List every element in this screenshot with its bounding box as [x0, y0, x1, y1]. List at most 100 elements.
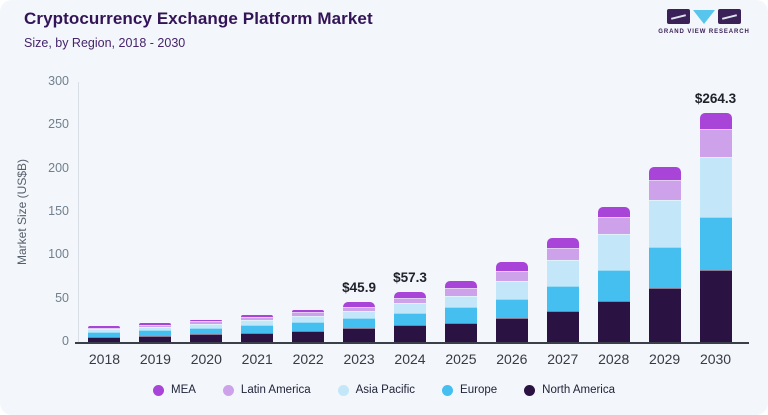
- bar-column-2022: 2022: [283, 82, 334, 367]
- value-label: $57.3: [393, 270, 427, 286]
- bar-segment-latin_america: [343, 306, 376, 311]
- y-tick-label: 50: [55, 290, 69, 305]
- legend-item-asia_pacific: Asia Pacific: [337, 384, 415, 396]
- y-tick-label: 150: [48, 204, 69, 218]
- legend-label: Europe: [460, 384, 498, 396]
- bar-segment-north_america: [393, 325, 426, 342]
- logo-g-block: [667, 9, 690, 24]
- bar-segment-asia_pacific: [139, 326, 172, 330]
- bar-segment-north_america: [190, 334, 223, 342]
- bar-segment-latin_america: [648, 179, 681, 200]
- x-tick-label: 2029: [649, 351, 681, 367]
- bar-segment-europe: [699, 217, 732, 270]
- bar-segment-mea: [699, 112, 732, 130]
- stacked-bar: [343, 302, 376, 342]
- bar-segment-europe: [343, 318, 376, 329]
- legend-label: MEA: [171, 384, 196, 396]
- legend-item-mea: MEA: [153, 384, 196, 396]
- bar-segment-asia_pacific: [190, 323, 223, 328]
- bar-segment-latin_america: [88, 327, 121, 330]
- bar-segment-europe: [292, 322, 325, 331]
- bar-segment-mea: [190, 319, 223, 322]
- bar-segment-north_america: [546, 310, 579, 342]
- value-label: $264.3: [694, 90, 737, 106]
- chart-legend: MEA Latin America Asia Pacific Europe North …: [0, 384, 768, 396]
- bar-column-2028: 2028: [588, 82, 639, 367]
- x-tick-label: 2028: [598, 351, 630, 367]
- bar-segment-latin_america: [139, 324, 172, 327]
- logo-wordmark: GRAND VIEW RESEARCH: [658, 29, 750, 35]
- bar-column-2025: 2025: [435, 82, 486, 367]
- bar-segment-asia_pacific: [495, 280, 528, 300]
- bar-segment-latin_america: [444, 288, 477, 296]
- stacked-bar: [546, 238, 579, 342]
- bar-column-2026: 2026: [486, 82, 537, 367]
- x-tick-label: 2024: [394, 351, 426, 367]
- legend-dot-icon: [222, 384, 234, 396]
- bar-segment-latin_america: [699, 129, 732, 158]
- bar-segment-north_america: [88, 336, 121, 342]
- bar-segment-europe: [88, 331, 121, 337]
- bar-column-2023: $45.9 2023: [334, 82, 385, 367]
- gvr-logo-icon: [656, 9, 752, 26]
- bar-segment-mea: [495, 261, 528, 271]
- bar-column-2021: 2021: [232, 82, 283, 367]
- x-tick-label: 2023: [343, 351, 375, 367]
- bar-segment-north_america: [597, 300, 630, 342]
- bar-segment-latin_america: [241, 317, 274, 320]
- bar-area: 2018 2019 2020 2021 2022 $45.9 2023 $57.3 2024 20…: [79, 82, 741, 367]
- bar-segment-north_america: [648, 288, 681, 342]
- stacked-bar: [139, 323, 172, 342]
- bar-segment-mea: [597, 206, 630, 218]
- bar-column-2024: $57.3 2024: [385, 82, 436, 367]
- bar-segment-asia_pacific: [393, 303, 426, 313]
- stacked-bar: [648, 166, 681, 342]
- bar-segment-asia_pacific: [88, 329, 121, 332]
- page-title: Cryptocurrency Exchange Platform Market: [24, 9, 373, 28]
- bar-segment-north_america: [699, 269, 732, 342]
- x-tick-label: 2026: [496, 351, 528, 367]
- stacked-bar: [292, 309, 325, 342]
- stacked-bar: [444, 280, 477, 342]
- bar-segment-latin_america: [597, 217, 630, 234]
- bar-segment-mea: [139, 323, 172, 325]
- stacked-bar: [495, 261, 528, 342]
- x-tick-label: 2030: [699, 351, 732, 367]
- stacked-bar: [88, 326, 121, 342]
- bar-segment-europe: [139, 329, 172, 336]
- stacked-bar: [393, 292, 426, 342]
- bar-segment-north_america: [343, 328, 376, 342]
- bar-segment-latin_america: [546, 247, 579, 261]
- bar-segment-north_america: [139, 335, 172, 342]
- bar-segment-asia_pacific: [546, 260, 579, 287]
- bar-segment-asia_pacific: [343, 310, 376, 319]
- bar-segment-mea: [88, 326, 121, 328]
- legend-label: North America: [542, 384, 615, 396]
- x-tick-label: 2027: [547, 351, 579, 367]
- bar-column-2020: 2020: [181, 82, 232, 367]
- bar-segment-europe: [546, 286, 579, 311]
- legend-item-latin_america: Latin America: [222, 384, 311, 396]
- bar-segment-europe: [444, 307, 477, 323]
- bar-segment-asia_pacific: [444, 295, 477, 308]
- bar-segment-asia_pacific: [597, 233, 630, 271]
- bar-segment-europe: [648, 246, 681, 289]
- y-tick-label: 300: [48, 74, 69, 88]
- bar-segment-mea: [393, 292, 426, 298]
- bar-column-2029: 2029: [639, 82, 690, 367]
- bar-segment-europe: [393, 312, 426, 326]
- bar-segment-europe: [190, 327, 223, 335]
- x-tick-label: 2025: [445, 351, 477, 367]
- legend-label: Latin America: [240, 384, 311, 396]
- bar-segment-mea: [444, 280, 477, 289]
- bar-segment-asia_pacific: [699, 157, 732, 218]
- bar-segment-latin_america: [292, 312, 325, 316]
- legend-item-europe: Europe: [442, 384, 497, 396]
- x-tick-label: 2021: [241, 351, 273, 367]
- bar-column-2018: 2018: [79, 82, 130, 367]
- bar-segment-asia_pacific: [648, 199, 681, 247]
- stacked-bar: [699, 112, 732, 342]
- y-axis-title: Market Size (US$B): [15, 158, 29, 266]
- bar-segment-north_america: [495, 318, 528, 342]
- page-subtitle: Size, by Region, 2018 - 2030: [24, 36, 186, 50]
